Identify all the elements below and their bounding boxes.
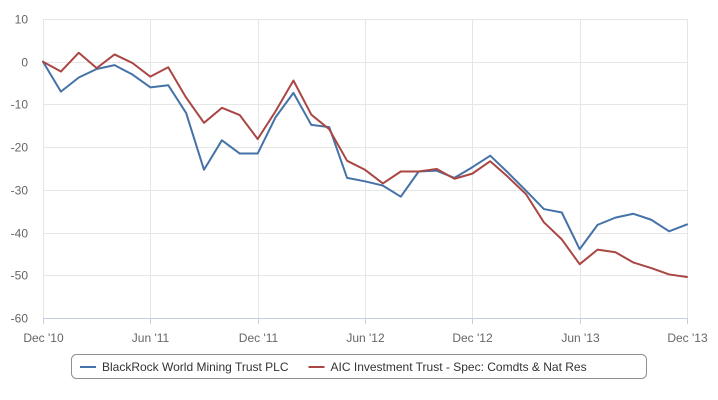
y-tick-label: 10 (15, 13, 29, 27)
x-tick-label: Jun '13 (561, 331, 600, 345)
series-line[interactable] (42, 51, 688, 278)
series-layer (42, 51, 688, 278)
legend[interactable]: BlackRock World Mining Trust PLC AIC Inve… (71, 354, 647, 379)
x-tick-label: Dec '12 (452, 331, 493, 345)
axis-layer: 10 0 -10 -20 -30 -40 -50 -60 Dec '10 Jun '11 Dec '… (11, 13, 708, 346)
legend-item-2[interactable]: AIC Investment Trust - Spec: Comdts & Na… (308, 360, 587, 374)
series-line[interactable] (42, 60, 688, 251)
x-tick-label: Dec '11 (239, 331, 279, 345)
legend-item-1[interactable]: BlackRock World Mining Trust PLC (80, 360, 289, 374)
y-tick-label: -50 (11, 269, 29, 283)
y-tick-label: 0 (21, 56, 28, 70)
legend-label: AIC Investment Trust - Spec: Comdts & Na… (331, 360, 587, 374)
y-tick-label: -20 (11, 141, 29, 155)
legend-label: BlackRock World Mining Trust PLC (102, 360, 289, 374)
grid-layer (43, 19, 688, 319)
x-tick-label: Jun '12 (346, 331, 385, 345)
y-tick-label: -10 (11, 98, 29, 112)
x-tick-label: Dec '10 (23, 331, 64, 345)
series-2 (42, 51, 688, 278)
series-1 (42, 60, 688, 251)
y-tick-label: -40 (11, 227, 29, 241)
y-tick-label: -30 (11, 184, 29, 198)
y-tick-label: -60 (11, 312, 29, 326)
legend-box (71, 354, 647, 379)
x-tick-label: Jun '11 (132, 331, 170, 345)
x-tick-label: Dec '13 (667, 331, 708, 345)
